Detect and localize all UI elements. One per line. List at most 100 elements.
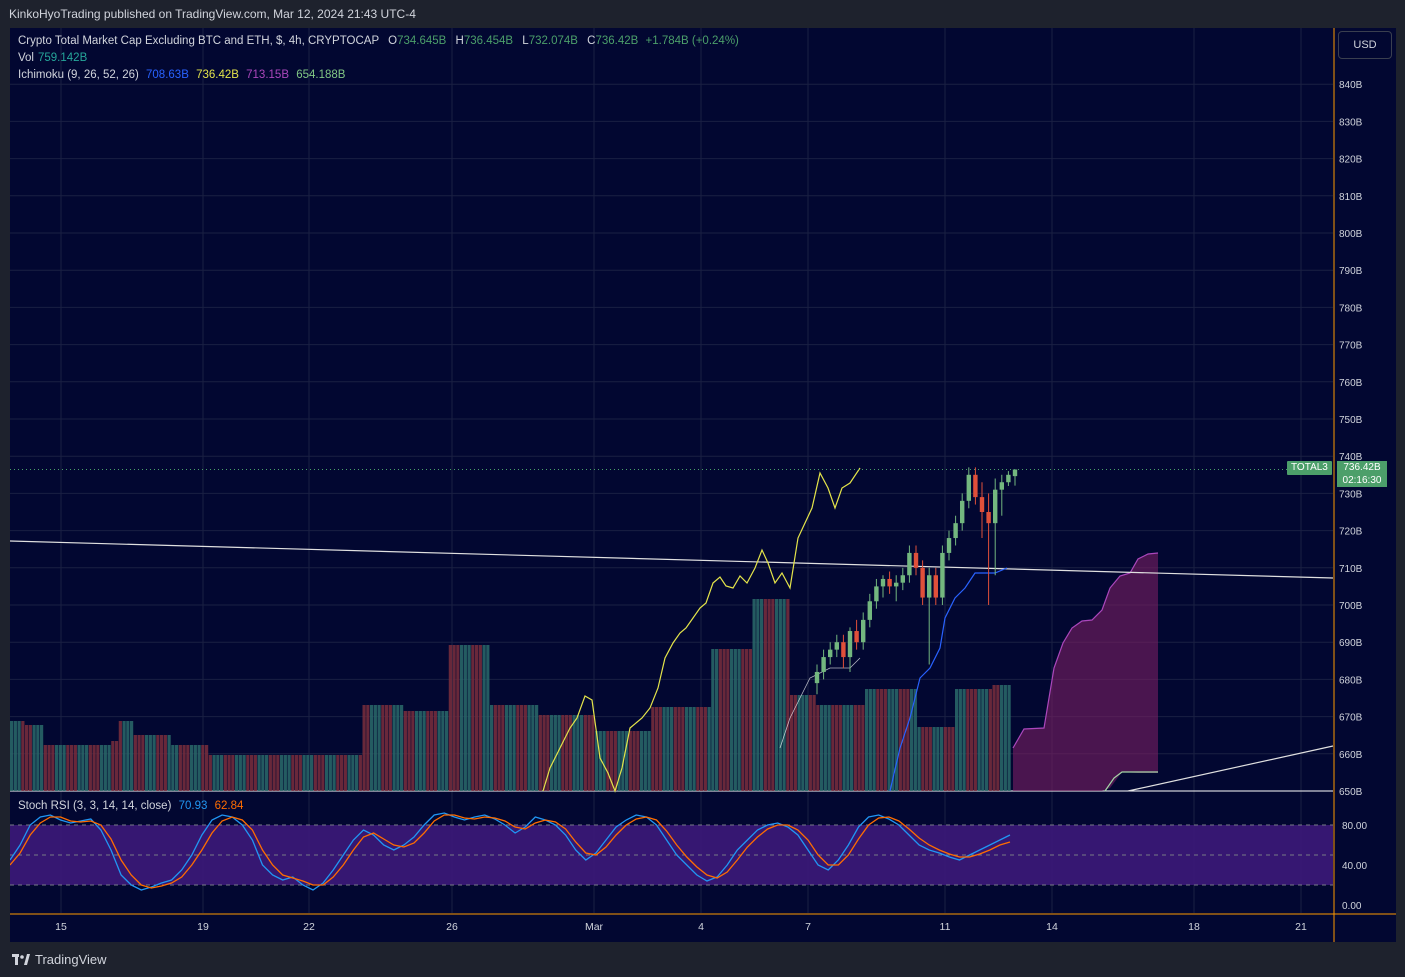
candle-body — [973, 474, 978, 498]
volume-bar — [812, 695, 816, 791]
volume-bar — [238, 755, 242, 791]
volume-bar — [887, 689, 891, 791]
volume-bar — [328, 755, 332, 791]
candle-body — [933, 575, 938, 598]
support-trendline — [1127, 745, 1334, 792]
volume-bar — [261, 755, 265, 791]
volume-bar — [156, 735, 160, 791]
volume-bar — [426, 711, 430, 791]
volume-bar — [786, 599, 790, 791]
volume-bar — [733, 649, 737, 791]
volume-bar — [523, 705, 527, 791]
volume-bar — [456, 645, 460, 791]
volume-bar — [775, 599, 779, 791]
volume-bar — [658, 707, 662, 791]
candle-body — [867, 601, 872, 620]
volume-bar — [501, 705, 505, 791]
volume-bar — [782, 599, 786, 791]
volume-bar — [295, 755, 299, 791]
volume-bar — [651, 707, 655, 791]
volume-bar — [175, 745, 179, 791]
volume-bar — [418, 711, 422, 791]
volume-bar — [636, 731, 640, 791]
volume-bar — [673, 707, 677, 791]
x-axis-label: 19 — [197, 921, 209, 933]
volume-bar — [276, 755, 280, 791]
volume-bar — [227, 755, 231, 791]
volume-bar — [898, 689, 902, 791]
volume-bar — [118, 721, 122, 791]
volume-bar — [216, 755, 220, 791]
volume-bar — [613, 731, 617, 791]
brand-name: TradingView — [35, 952, 107, 967]
volume-bar — [306, 755, 310, 791]
x-axis-label: 18 — [1188, 921, 1200, 933]
y-axis-label: 680B — [1339, 675, 1363, 686]
bar-countdown: 02:16:30 — [1342, 475, 1382, 486]
volume-bar — [141, 735, 145, 791]
x-axis-label: Mar — [585, 921, 604, 933]
currency-button[interactable]: USD — [1338, 31, 1392, 59]
volume-legend: Vol 759.142B — [18, 52, 87, 64]
volume-bar — [1007, 685, 1011, 791]
x-axis-label: 4 — [698, 921, 704, 933]
volume-bar — [550, 715, 554, 791]
volume-bar — [70, 745, 74, 791]
volume-bar — [43, 745, 47, 791]
volume-bar — [617, 731, 621, 791]
volume-bar — [163, 735, 167, 791]
last-price-box: 736.42B 02:16:30 — [1337, 461, 1387, 487]
volume-bar — [726, 649, 730, 791]
volume-bar — [707, 707, 711, 791]
stoch-band — [10, 825, 1333, 885]
candle-body — [880, 578, 886, 587]
volume-bar — [880, 689, 884, 791]
volume-bar — [133, 735, 137, 791]
volume-bar — [17, 721, 21, 791]
main-chart-svg[interactable]: 840B 830B 820B 810B 800B 790B 780B 770B 760B 750B… — [10, 28, 1396, 942]
tradingview-logo[interactable]: TradingView — [12, 952, 107, 967]
volume-bar — [853, 705, 857, 791]
stoch-d-line — [10, 814, 1011, 889]
volume-bar — [321, 755, 325, 791]
volume-bar — [891, 689, 895, 791]
candle-body — [841, 642, 846, 658]
y-axis-label: 650B — [1339, 787, 1363, 798]
ichimoku-tenkan-value: 708.63B — [146, 69, 189, 81]
volume-bar — [40, 725, 44, 791]
tenkan-sen-line — [889, 567, 1008, 792]
volume-bar — [801, 695, 805, 791]
volume-bar — [906, 689, 910, 791]
chart-area[interactable]: 840B 830B 820B 810B 800B 790B 780B 770B 760B 750B… — [10, 28, 1396, 942]
volume-bar — [692, 707, 696, 791]
volume-bar — [805, 695, 809, 791]
volume-bar — [557, 715, 561, 791]
volume-bar — [936, 727, 940, 791]
volume-bar — [223, 755, 227, 791]
x-axis-label: 7 — [805, 921, 811, 933]
volume-bar — [336, 755, 340, 791]
volume-bar — [313, 755, 317, 791]
volume-bar — [130, 721, 134, 791]
volume-bar — [643, 731, 647, 791]
stoch-d-value: 62.84 — [214, 800, 244, 812]
volume-bar — [741, 649, 745, 791]
volume-bar — [576, 715, 580, 791]
volume-bar — [966, 689, 970, 791]
volume-bar — [823, 705, 827, 791]
volume-bar — [152, 735, 156, 791]
volume-bar — [640, 731, 644, 791]
candle-body — [999, 482, 1004, 490]
candle-body — [913, 552, 919, 568]
volume-bar — [205, 745, 209, 791]
y-axis-label: 770B — [1339, 341, 1363, 352]
x-axis-label: 14 — [1046, 921, 1058, 933]
volume-bar — [411, 711, 415, 791]
volume-bar — [268, 755, 272, 791]
volume-bar — [66, 745, 70, 791]
volume-bar — [670, 707, 674, 791]
volume-bar — [745, 649, 749, 791]
volume-bar — [685, 707, 689, 791]
volume-bar — [542, 715, 546, 791]
volume-bar — [681, 707, 685, 791]
